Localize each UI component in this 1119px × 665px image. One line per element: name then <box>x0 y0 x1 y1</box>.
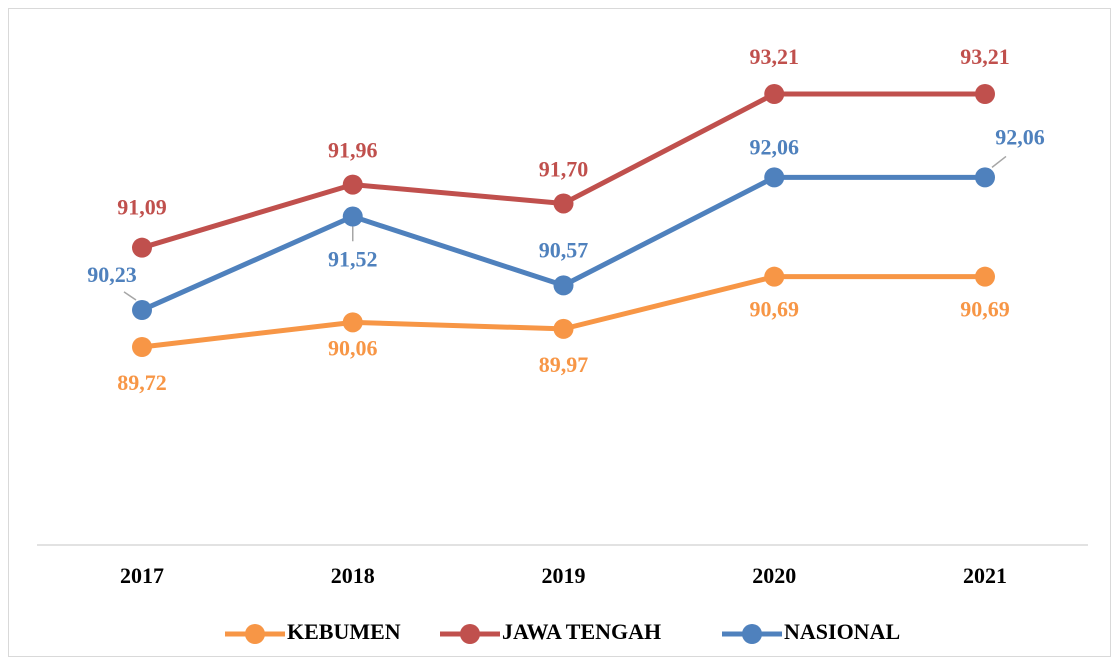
data-label: 91,70 <box>539 157 589 182</box>
marker <box>764 266 785 287</box>
legend-label: JAWA TENGAH <box>502 619 661 644</box>
legend-marker <box>460 624 480 644</box>
marker <box>132 337 152 357</box>
leader-line <box>991 155 1007 168</box>
marker <box>132 237 152 258</box>
data-label: 91,09 <box>117 195 167 220</box>
marker <box>975 167 995 188</box>
data-label: 89,97 <box>539 352 589 377</box>
marker <box>764 167 785 188</box>
legend-label: NASIONAL <box>784 619 900 644</box>
data-label: 92,06 <box>750 134 800 159</box>
marker <box>975 84 995 104</box>
data-label: 91,52 <box>328 247 378 272</box>
x-tick-label: 2019 <box>542 563 586 588</box>
x-tick-label: 2018 <box>331 563 375 588</box>
x-tick-label: 2021 <box>963 563 1007 588</box>
marker <box>342 174 363 195</box>
data-label: 89,72 <box>117 370 167 395</box>
marker <box>553 318 574 339</box>
marker <box>132 300 152 321</box>
marker <box>975 266 995 287</box>
data-label: 90,23 <box>87 262 137 287</box>
marker <box>342 312 363 333</box>
x-tick-label: 2017 <box>120 563 164 588</box>
data-label: 93,21 <box>960 44 1010 69</box>
legend-marker <box>742 624 762 644</box>
leader-line <box>123 291 137 301</box>
data-label: 90,06 <box>328 335 378 360</box>
data-label: 91,96 <box>328 138 378 163</box>
marker <box>764 84 785 104</box>
data-label: 90,69 <box>960 297 1010 322</box>
data-label: 90,57 <box>539 237 589 262</box>
data-label: 92,06 <box>995 124 1045 149</box>
marker <box>553 193 574 214</box>
marker <box>553 275 574 296</box>
data-label: 93,21 <box>750 44 800 69</box>
marker <box>342 206 363 227</box>
legend-label: KEBUMEN <box>287 619 401 644</box>
data-label: 90,69 <box>750 297 800 322</box>
x-tick-label: 2020 <box>752 563 796 588</box>
legend-marker <box>245 624 265 644</box>
